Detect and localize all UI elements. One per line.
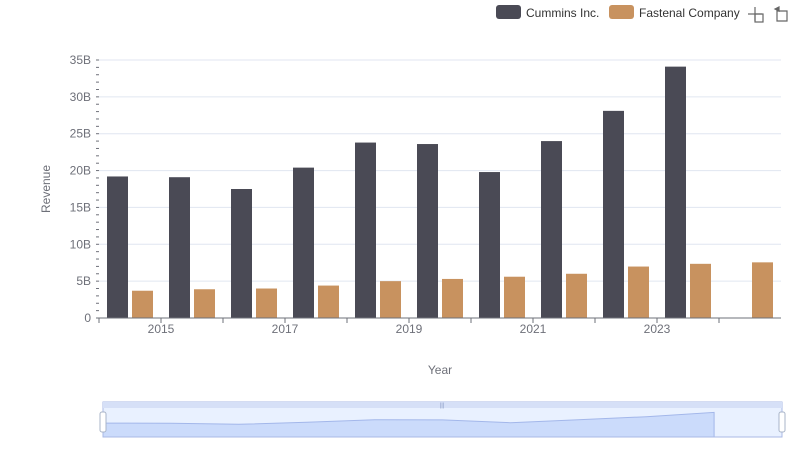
bar-fastenal[interactable] [132, 290, 153, 318]
x-tick-label: 2023 [644, 322, 671, 336]
data-zoom-slider[interactable]: ||| [99, 401, 786, 438]
y-axis-title: Revenue [39, 165, 53, 213]
x-tick-label: 2019 [396, 322, 423, 336]
bar-fastenal[interactable] [752, 262, 773, 318]
legend: Cummins Inc. Fastenal Company [496, 5, 740, 20]
bar-fastenal[interactable] [566, 273, 587, 318]
y-tick-label: 0 [84, 311, 91, 325]
y-tick-label: 15B [70, 200, 91, 214]
slider-handle-left[interactable] [99, 411, 107, 433]
y-tick-label: 25B [70, 127, 91, 141]
y-tick-label: 20B [70, 164, 91, 178]
legend-item-cummins[interactable]: Cummins Inc. [496, 5, 599, 20]
x-tick-label: 2021 [520, 322, 547, 336]
x-axis: 2015 2017 2019 2021 2023 [98, 318, 720, 336]
slider-handle-right[interactable] [778, 411, 786, 433]
bar-cummins[interactable] [355, 142, 376, 318]
legend-swatch-fastenal [609, 5, 634, 19]
y-axis: 0 5B 10B 15B 20B 25B 30B 35B [70, 53, 99, 325]
legend-item-fastenal[interactable]: Fastenal Company [609, 5, 740, 20]
bar-cummins[interactable] [169, 177, 190, 318]
bar-fastenal[interactable] [380, 281, 401, 318]
legend-swatch-cummins [496, 5, 521, 19]
legend-label-cummins: Cummins Inc. [526, 6, 599, 20]
bar-fastenal[interactable] [194, 289, 215, 318]
bar-cummins[interactable] [107, 176, 128, 318]
bar-fastenal[interactable] [442, 278, 463, 318]
slider-top-bar[interactable] [103, 402, 782, 408]
bar-fastenal[interactable] [318, 285, 339, 318]
legend-label-fastenal: Fastenal Company [639, 6, 740, 20]
x-tick-label: 2015 [148, 322, 175, 336]
slider-grip-icon[interactable]: ||| [440, 403, 445, 409]
bar-cummins[interactable] [541, 141, 562, 318]
bar-fastenal[interactable] [504, 276, 525, 318]
bar-fastenal[interactable] [690, 263, 711, 318]
bar-cummins[interactable] [417, 144, 438, 318]
x-tick-label: 2017 [272, 322, 299, 336]
bar-cummins[interactable] [231, 189, 252, 318]
bar-cummins[interactable] [293, 167, 314, 318]
bar-fastenal[interactable] [628, 266, 649, 318]
bar-cummins[interactable] [603, 110, 624, 318]
bar-fastenal[interactable] [256, 288, 277, 318]
x-axis-title: Year [428, 363, 452, 377]
y-tick-label: 30B [70, 90, 91, 104]
y-tick-label: 10B [70, 237, 91, 251]
bars [107, 66, 773, 319]
bar-cummins[interactable] [479, 172, 500, 318]
restore-icon[interactable] [773, 6, 788, 22]
zoom-icon[interactable] [748, 7, 764, 23]
bar-cummins[interactable] [665, 66, 686, 319]
y-tick-label: 5B [76, 274, 91, 288]
slider-preview-area [102, 411, 715, 438]
y-grid [99, 59, 781, 282]
y-tick-label: 35B [70, 53, 91, 67]
